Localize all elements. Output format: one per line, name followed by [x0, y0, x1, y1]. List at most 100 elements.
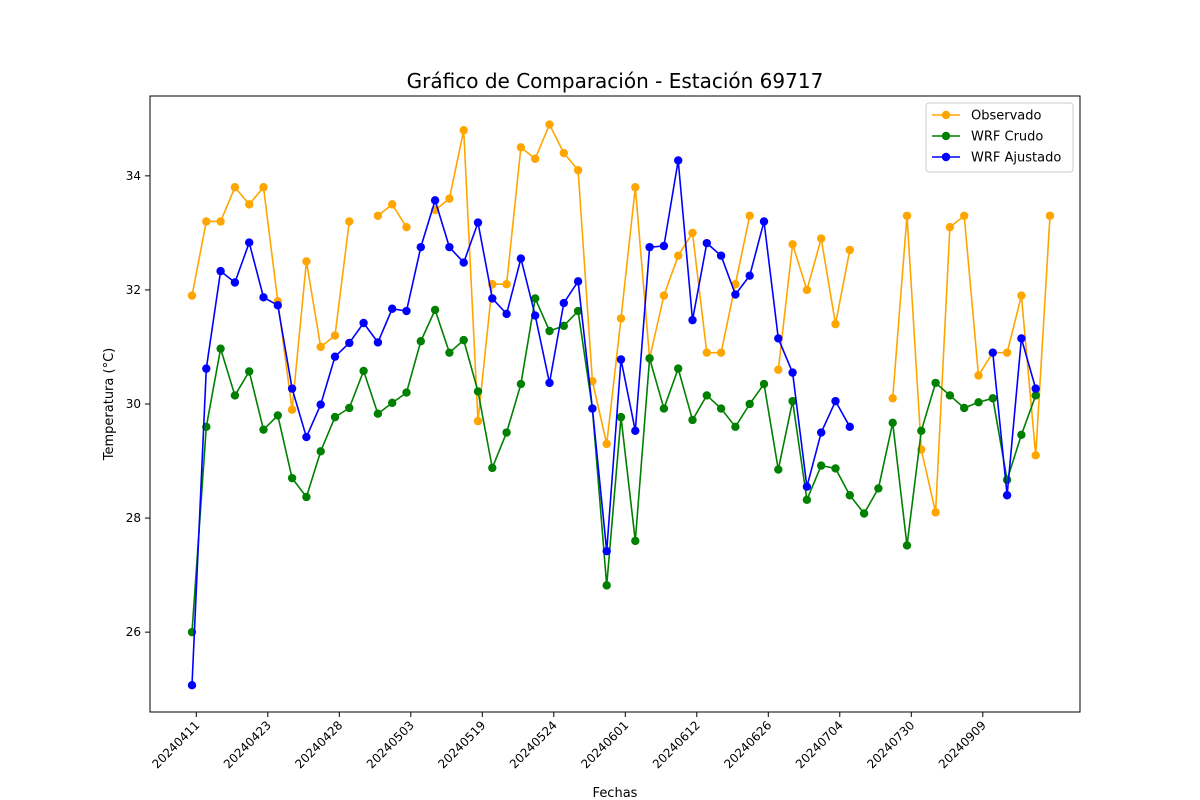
data-point-wrf-crudo: [631, 536, 640, 546]
data-point-wrf-crudo: [445, 348, 454, 357]
data-point-wrf-crudo: [817, 461, 826, 470]
data-point-wrf-ajustado: [616, 355, 626, 364]
data-point-wrf-crudo: [1017, 430, 1026, 439]
x-axis: 20240411 20240423 20240428 20240503 20240519…: [149, 712, 989, 771]
data-point-wrf-ajustado: [373, 338, 383, 347]
series-wrf-crudo: [187, 294, 1040, 637]
data-point-wrf-crudo: [716, 404, 726, 413]
x-tick-label: 20240730: [864, 718, 917, 771]
data-point-wrf-ajustado: [631, 426, 640, 436]
data-point-wrf-crudo: [559, 321, 568, 331]
legend-item-observado: Observado: [932, 109, 1042, 124]
legend: Observado WRF Crudo WRF Ajustado: [925, 102, 1074, 173]
data-point-observado: [1002, 348, 1012, 357]
data-point-observado: [831, 319, 840, 329]
data-point-wrf-ajustado: [659, 241, 669, 251]
data-point-wrf-crudo: [345, 403, 354, 413]
data-point-wrf-crudo: [531, 294, 540, 303]
legend-label-wrf-ajustado: WRF Ajustado: [971, 151, 1061, 166]
data-point-wrf-ajustado: [831, 396, 840, 406]
data-point-wrf-crudo: [774, 465, 783, 474]
data-point-wrf-ajustado: [245, 238, 254, 247]
series-layer: [187, 120, 1055, 690]
data-point-wrf-crudo: [902, 541, 912, 550]
data-point-observado: [559, 148, 568, 158]
x-tick-label: 20240503: [364, 718, 417, 771]
data-point-wrf-ajustado: [402, 306, 411, 316]
data-point-observado: [345, 217, 354, 226]
y-tick-label: 34: [126, 169, 141, 183]
data-point-observado: [716, 348, 726, 357]
data-point-wrf-crudo: [545, 326, 554, 336]
data-point-wrf-ajustado: [230, 278, 240, 287]
data-point-wrf-ajustado: [202, 364, 211, 373]
data-point-wrf-crudo: [230, 391, 240, 400]
data-point-wrf-crudo: [888, 418, 897, 428]
data-point-wrf-crudo: [788, 396, 797, 406]
data-point-observado: [616, 314, 626, 323]
legend-box: [925, 102, 1074, 173]
data-point-wrf-ajustado: [416, 242, 425, 252]
legend-marker-observado: [941, 110, 951, 120]
data-point-wrf-ajustado: [588, 404, 597, 413]
data-point-wrf-ajustado: [430, 196, 440, 205]
data-point-wrf-ajustado: [645, 242, 654, 252]
data-point-wrf-crudo: [245, 367, 254, 376]
data-point-observado: [817, 234, 826, 243]
x-tick-label: 20240909: [936, 718, 989, 771]
data-point-wrf-ajustado: [316, 400, 325, 409]
data-point-wrf-ajustado: [845, 422, 854, 432]
x-tick-label: 20240423: [221, 718, 274, 771]
legend-item-wrf-crudo: WRF Crudo: [932, 130, 1043, 145]
data-point-wrf-crudo: [359, 366, 368, 376]
legend-marker-wrf-crudo: [941, 131, 951, 141]
data-point-wrf-crudo: [731, 422, 740, 432]
data-point-wrf-crudo: [616, 412, 626, 422]
data-point-observado: [245, 200, 254, 209]
data-point-wrf-ajustado: [702, 238, 711, 248]
x-tick-label: 20240704: [793, 718, 846, 771]
data-point-wrf-crudo: [759, 379, 769, 389]
data-point-wrf-ajustado: [516, 254, 526, 263]
data-point-observado: [774, 365, 783, 374]
data-point-wrf-crudo: [845, 491, 854, 500]
data-point-observado: [545, 120, 554, 129]
data-point-wrf-ajustado: [302, 432, 311, 442]
y-axis-title: Temperatura (°C): [102, 348, 117, 461]
data-point-observado: [516, 143, 526, 152]
data-point-observado: [230, 183, 240, 192]
data-point-wrf-crudo: [502, 428, 511, 437]
data-point-observado: [445, 194, 454, 203]
data-point-wrf-crudo: [273, 411, 282, 420]
data-point-observado: [330, 331, 340, 340]
data-point-observado: [316, 342, 325, 352]
data-point-wrf-crudo: [859, 509, 869, 518]
data-point-observado: [788, 240, 797, 249]
series-wrf-ajustado: [187, 156, 1040, 690]
chart-title: Gráfico de Comparación - Estación 69717: [407, 69, 824, 93]
data-point-wrf-crudo: [702, 391, 711, 400]
data-point-wrf-ajustado: [473, 218, 483, 227]
data-point-wrf-ajustado: [1017, 334, 1026, 343]
legend-label-wrf-crudo: WRF Crudo: [971, 130, 1043, 145]
data-point-wrf-ajustado: [688, 315, 697, 325]
data-point-wrf-crudo: [516, 379, 526, 389]
data-point-wrf-crudo: [573, 306, 583, 316]
data-point-observado: [659, 291, 669, 300]
data-point-observado: [631, 183, 640, 192]
data-point-observado: [259, 183, 268, 192]
data-point-observado: [702, 348, 711, 357]
data-point-wrf-crudo: [874, 484, 883, 493]
data-point-observado: [802, 285, 812, 295]
x-tick-label: 20240428: [292, 718, 345, 771]
data-point-observado: [187, 291, 197, 300]
x-tick-label: 20240626: [721, 718, 774, 771]
x-tick-label: 20240601: [578, 718, 631, 771]
data-point-wrf-ajustado: [1031, 384, 1040, 393]
data-point-wrf-ajustado: [774, 334, 783, 343]
y-tick-label: 32: [126, 283, 141, 297]
data-point-wrf-crudo: [1002, 475, 1012, 485]
data-point-observado: [1045, 211, 1055, 220]
